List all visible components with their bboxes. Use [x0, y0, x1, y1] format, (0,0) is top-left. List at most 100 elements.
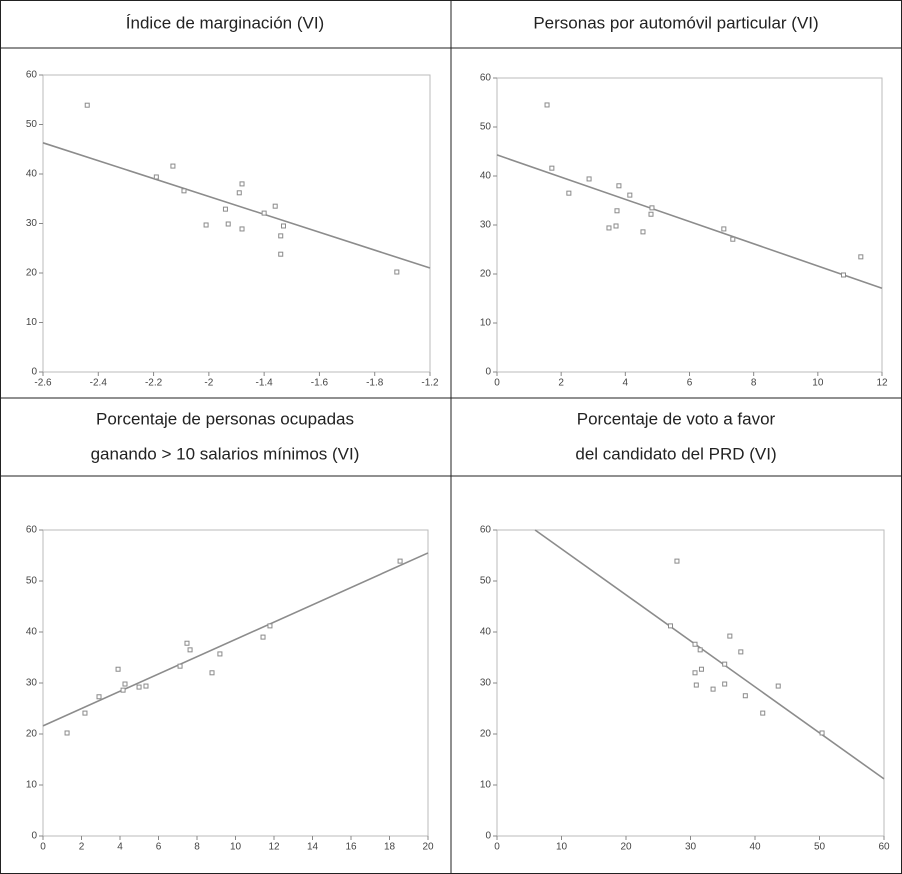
point — [187, 647, 193, 653]
y-tick-label: 20 — [26, 729, 38, 740]
x-tick-label: -1.8 — [366, 378, 384, 389]
y-tick-label: 60 — [480, 525, 492, 536]
point — [674, 558, 680, 564]
y-tick-label: 30 — [26, 218, 38, 229]
point — [566, 190, 572, 196]
point — [82, 710, 88, 716]
point — [209, 670, 215, 676]
point — [397, 558, 403, 564]
point — [267, 623, 273, 629]
y-tick-label: 30 — [480, 678, 492, 689]
point — [143, 683, 149, 689]
trend-line — [42, 142, 431, 269]
y-tick-label: 20 — [480, 729, 492, 740]
panel-title: Porcentaje de personas ocupadas — [96, 409, 354, 428]
point — [742, 693, 748, 699]
point — [394, 269, 400, 275]
point — [136, 684, 142, 690]
point — [280, 223, 286, 229]
y-tick-label: 50 — [480, 576, 492, 587]
x-tick-label: -1.6 — [311, 378, 329, 389]
point — [697, 647, 703, 653]
point — [627, 192, 633, 198]
x-tick-label: 50 — [814, 842, 826, 853]
point — [181, 188, 187, 194]
point — [184, 640, 190, 646]
point — [84, 102, 90, 108]
point — [616, 183, 622, 189]
x-tick-label: 6 — [687, 378, 693, 389]
point — [203, 222, 209, 228]
point — [217, 651, 223, 657]
y-tick-label: 10 — [26, 317, 38, 328]
x-tick-label: 10 — [230, 842, 242, 853]
point — [841, 272, 846, 278]
point — [858, 254, 864, 260]
point — [649, 205, 655, 211]
x-tick-label: -2.2 — [145, 378, 163, 389]
x-tick-label: 40 — [749, 842, 761, 853]
plot-frame — [42, 529, 429, 837]
point — [278, 233, 284, 239]
y-tick-label: 50 — [26, 576, 38, 587]
point — [261, 210, 267, 216]
point — [775, 683, 781, 689]
y-tick-label: 20 — [480, 269, 492, 280]
y-tick-label: 40 — [26, 169, 38, 180]
point — [738, 649, 744, 655]
point — [727, 633, 733, 639]
point — [698, 666, 704, 672]
x-tick-label: 30 — [685, 842, 697, 853]
x-tick-label: 14 — [307, 842, 319, 853]
panel-title: Personas por automóvil particular (VI) — [533, 13, 818, 32]
x-tick-label: 4 — [117, 842, 123, 853]
x-tick-label: 10 — [556, 842, 568, 853]
y-tick-label: 30 — [480, 220, 492, 231]
y-tick-label: 0 — [31, 831, 37, 842]
point — [648, 211, 654, 217]
point — [239, 226, 245, 232]
point — [613, 223, 619, 229]
panel-title: Porcentaje de voto a favor — [577, 409, 776, 428]
point — [225, 221, 231, 227]
point — [260, 634, 266, 640]
point — [614, 208, 620, 214]
x-tick-label: 8 — [751, 378, 757, 389]
y-tick-label: 50 — [480, 122, 492, 133]
x-tick-label: -1.4 — [256, 378, 274, 389]
point — [122, 681, 128, 687]
point — [236, 190, 242, 196]
point — [120, 687, 126, 693]
y-tick-label: 10 — [480, 318, 492, 329]
point — [64, 730, 70, 736]
y-tick-label: 30 — [26, 678, 38, 689]
x-tick-label: 4 — [623, 378, 629, 389]
panel-title: Índice de marginación (VI) — [126, 13, 324, 32]
panel-title: ganando > 10 salarios mínimos (VI) — [91, 444, 360, 463]
point — [722, 661, 728, 667]
point — [819, 730, 825, 736]
point — [96, 694, 102, 700]
y-tick-label: 60 — [26, 525, 38, 536]
x-tick-label: 2 — [79, 842, 85, 853]
point — [760, 710, 766, 716]
x-tick-label: 12 — [876, 378, 888, 389]
x-tick-label: 2 — [558, 378, 564, 389]
trend-line — [534, 529, 885, 780]
trend-line — [496, 154, 883, 289]
x-tick-label: 20 — [422, 842, 434, 853]
point — [222, 206, 228, 212]
plot-frame — [42, 74, 431, 373]
y-tick-label: 0 — [31, 367, 37, 378]
y-tick-label: 10 — [480, 780, 492, 791]
point — [692, 670, 698, 676]
point — [586, 176, 592, 182]
point — [170, 163, 176, 169]
x-tick-label: 10 — [812, 378, 824, 389]
point — [278, 251, 284, 257]
point — [239, 181, 245, 187]
point — [606, 225, 612, 231]
x-tick-label: 20 — [620, 842, 632, 853]
plot-frame — [496, 77, 883, 373]
point — [668, 623, 674, 629]
